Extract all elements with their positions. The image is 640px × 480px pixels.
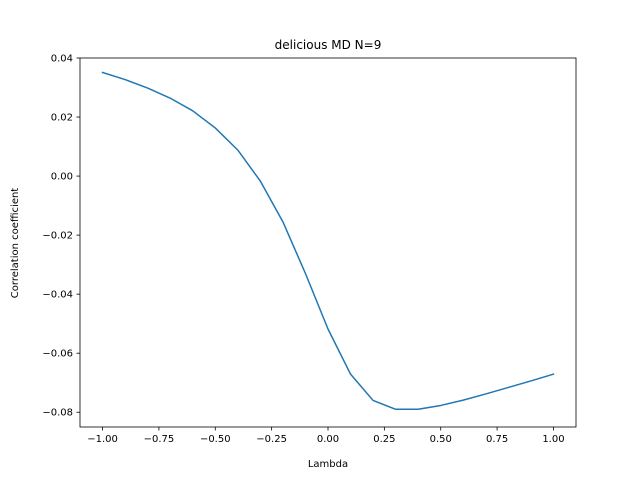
x-tick-label: 0.00: [317, 434, 339, 445]
y-tick-label: −0.06: [42, 349, 73, 360]
series-line-0: [101, 71, 555, 411]
chart-title: delicious MD N=9: [275, 38, 382, 52]
x-axis-label: Lambda: [308, 459, 348, 470]
x-tick-label: 0.25: [373, 434, 395, 445]
x-tick-label: −0.50: [200, 434, 231, 445]
x-tick-label: 0.75: [486, 434, 508, 445]
x-tick-label: 0.50: [430, 434, 452, 445]
x-tick-label: −0.25: [256, 434, 287, 445]
y-tick-label: 0.02: [51, 113, 73, 124]
x-tick-label: −0.75: [144, 434, 175, 445]
y-axis-label: Correlation coefficient: [10, 188, 21, 299]
plot-area: −1.00 −0.75 −0.50 −0.25 0.00 0.25 0.50 0.75 1.00…: [42, 54, 577, 445]
y-tick-label: −0.02: [42, 231, 73, 242]
x-tick-label: −1.00: [87, 434, 118, 445]
y-tick-label: 0.00: [51, 172, 73, 183]
y-tick-label: −0.04: [42, 290, 73, 301]
plot-frame: [79, 57, 577, 428]
y-tick-label: −0.08: [42, 408, 73, 419]
y-tick-label: 0.04: [51, 54, 73, 65]
x-tick-label: 1.00: [542, 434, 564, 445]
